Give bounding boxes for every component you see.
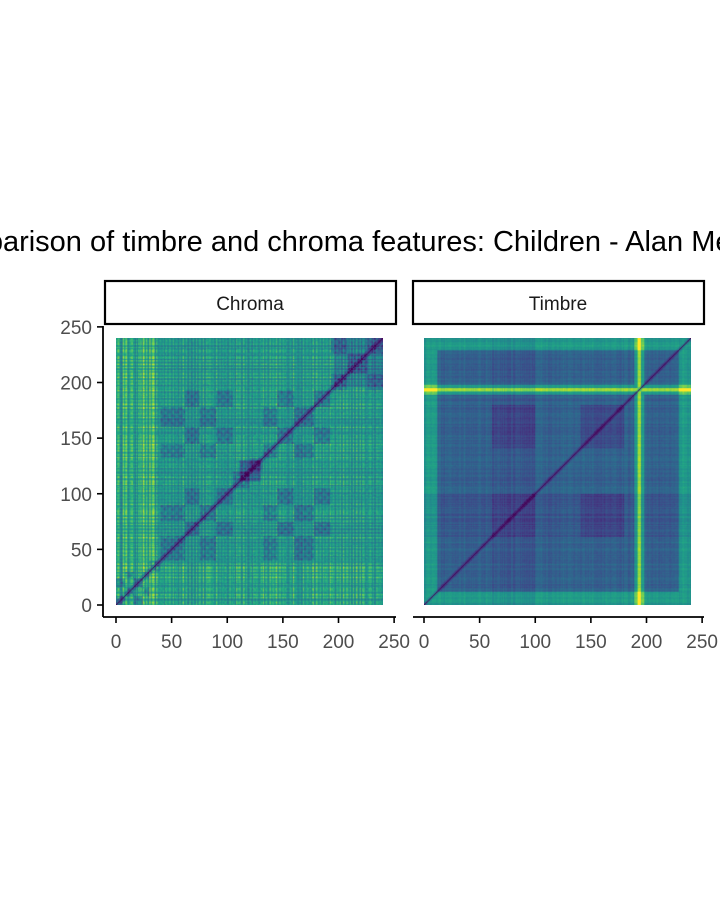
- x-tick-label: 100: [519, 632, 551, 653]
- x-tick-label: 200: [631, 632, 663, 653]
- chart-title: Comparison of timbre and chroma features…: [0, 222, 720, 262]
- y-tick-label: 50: [71, 540, 92, 561]
- facet-label-chroma: Chroma: [216, 294, 284, 315]
- x-tick-label: 50: [161, 632, 182, 653]
- x-tick-label: 150: [575, 632, 607, 653]
- x-tick-label: 250: [686, 632, 718, 653]
- chart-title-text: Comparison of timbre and chroma features…: [0, 226, 720, 258]
- y-tick-label: 200: [60, 374, 92, 395]
- heatmap-image-chroma: [116, 338, 383, 605]
- x-tick-label: 150: [267, 632, 299, 653]
- y-tick-label: 150: [60, 429, 92, 450]
- x-tick-label: 200: [323, 632, 355, 653]
- y-tick-label: 100: [60, 485, 92, 506]
- facet-strip-chroma: Chroma: [103, 279, 398, 326]
- heatmap-panel-timbre: [424, 338, 691, 605]
- x-tick-label: 0: [111, 632, 122, 653]
- heatmap-panel-chroma: [116, 338, 383, 605]
- x-tick-label: 50: [469, 632, 490, 653]
- x-tick-label: 100: [211, 632, 243, 653]
- heatmap-image-timbre: [424, 338, 691, 605]
- x-tick-label: 250: [378, 632, 410, 653]
- y-tick-label: 250: [60, 318, 92, 339]
- x-tick-label: 0: [419, 632, 430, 653]
- y-tick-label: 0: [81, 596, 92, 617]
- facet-strip-timbre: Timbre: [411, 279, 706, 326]
- facet-label-timbre: Timbre: [529, 294, 587, 315]
